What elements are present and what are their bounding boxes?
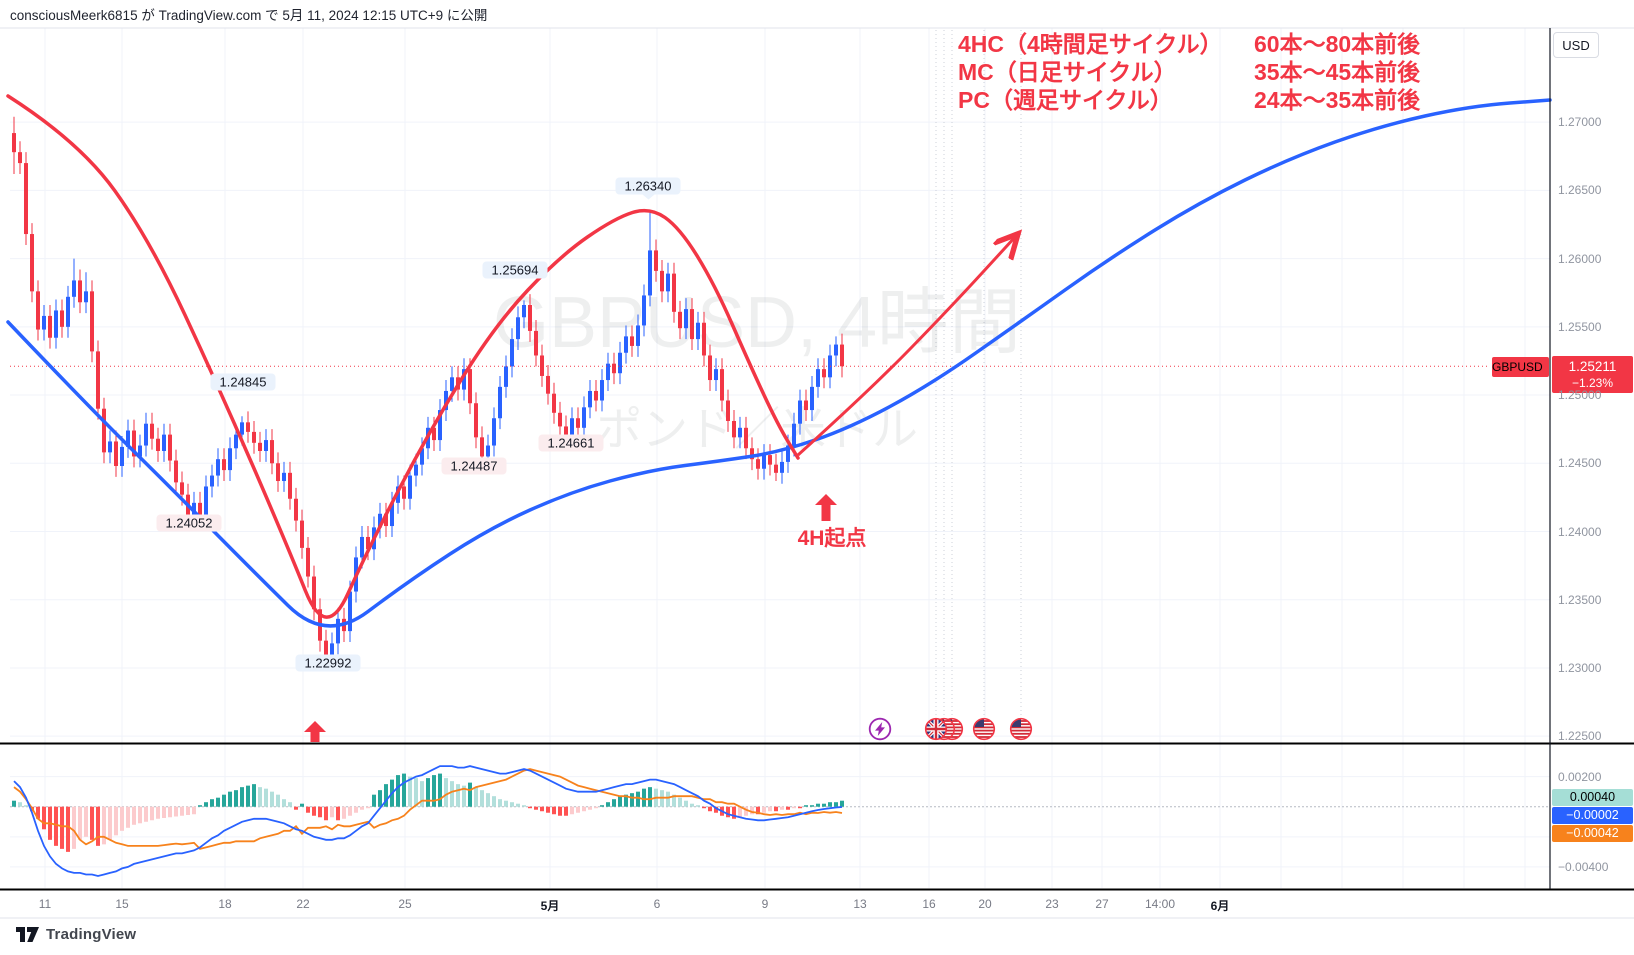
- currency-usd-button[interactable]: USD: [1553, 32, 1599, 58]
- macd-signal-value-badge: −0.00042: [1552, 825, 1633, 842]
- cycle-legend-row: MC（日足サイクル） 35本〜45本前後: [958, 58, 1420, 86]
- time-axis-label: 27: [1095, 897, 1109, 911]
- cycle-origin-label[interactable]: 4H起点: [797, 527, 867, 550]
- cycle-legend: 4HC（4時間足サイクル） 60本〜80本前後 MC（日足サイクル） 35本〜45本前…: [958, 30, 1420, 114]
- price-flag-label[interactable]: 1.22992: [295, 654, 361, 672]
- currency-usd-label: USD: [1562, 37, 1590, 53]
- flag-pointer-icon: [642, 194, 654, 200]
- price-axis-label: 1.23000: [1558, 661, 1602, 675]
- price-flag-label[interactable]: 1.26340: [615, 177, 681, 200]
- macd-main-line: [13, 765, 843, 877]
- publish-info: consciousMeerk6815 が TradingView.com で 5…: [10, 8, 488, 23]
- time-axis-label: 6: [653, 897, 661, 911]
- cycle-curves: [6, 94, 1552, 628]
- candlestick-series: [12, 116, 844, 670]
- time-axis-label: 14:00: [1144, 897, 1176, 911]
- cycle-name: PC（週足サイクル）: [958, 87, 1173, 113]
- time-axis-label: 25: [398, 897, 412, 911]
- time-axis-label: 13: [853, 897, 867, 911]
- time-axis-label: 20: [978, 897, 992, 911]
- last-price-change: −1.23%: [1571, 376, 1614, 390]
- cycle-bar-range: 24本〜35本前後: [1254, 87, 1421, 113]
- price-flag-label[interactable]: 1.24845: [210, 373, 276, 391]
- macd-indicator: [10, 765, 1550, 877]
- price-flag-label[interactable]: 1.25694: [482, 261, 548, 279]
- svg-text:GBPUSD, 4時間: GBPUSD, 4時間: [493, 283, 1021, 363]
- short-cycle-red-curve: [6, 94, 800, 619]
- lightning-event-icon[interactable]: [868, 717, 892, 741]
- cycle-bar-range: 60本〜80本前後: [1254, 31, 1421, 57]
- us-flag-event-icon[interactable]: [972, 717, 996, 741]
- cycle-legend-row: 4HC（4時間足サイクル） 60本〜80本前後: [958, 30, 1420, 58]
- price-axis-label: 1.27000: [1558, 115, 1602, 129]
- price-axis-label: 1.25000: [1558, 388, 1602, 402]
- last-price-badge: 1.25211 −1.23%: [1552, 356, 1633, 393]
- cycle-bottom-up-arrow-icon: [304, 721, 326, 742]
- us-flag-event-icon[interactable]: [1009, 717, 1033, 741]
- cycle-legend-row: PC（週足サイクル） 24本〜35本前後: [958, 86, 1420, 114]
- svg-text:ポンド／米ドル: ポンド／米ドル: [596, 403, 918, 455]
- price-axis-label: 1.25500: [1558, 320, 1602, 334]
- pane-borders: [0, 27, 1634, 919]
- price-axis-label: 1.23500: [1558, 593, 1602, 607]
- long-cycle-blue-curve: [6, 98, 1552, 628]
- macd-axis-label: 0.00200: [1558, 770, 1602, 784]
- time-axis-label: 23: [1045, 897, 1059, 911]
- annotation-arrows: [304, 494, 837, 742]
- time-axis-label: 9: [761, 897, 769, 911]
- gb-flag-event-icon[interactable]: [924, 717, 948, 741]
- macd-histogram: [12, 773, 844, 852]
- price-flag-label[interactable]: 1.24052: [156, 514, 222, 532]
- last-price-value: 1.25211: [1568, 359, 1617, 374]
- economic-event-icons: [868, 717, 1033, 741]
- tradingview-brand-label: TradingView: [46, 926, 137, 943]
- price-axis-label: 1.24500: [1558, 456, 1602, 470]
- time-axis-label: 16: [922, 897, 936, 911]
- time-axis-label: 11: [38, 897, 52, 911]
- macd-axis-label: −0.00400: [1558, 860, 1609, 874]
- price-axis-label: 1.24000: [1558, 525, 1602, 539]
- gridlines: [10, 28, 1550, 888]
- time-axis-label: 15: [115, 897, 129, 911]
- macd-line-value-badge: −0.00002: [1552, 807, 1633, 824]
- macd-hist-value-badge: 0.00040: [1552, 789, 1633, 806]
- price-flag-label[interactable]: 1.24661: [538, 434, 604, 452]
- cycle-bar-range: 35本〜45本前後: [1254, 59, 1421, 85]
- projected-trend-arrow: [796, 236, 1016, 457]
- tradingview-footer[interactable]: TradingView: [16, 926, 136, 943]
- price-axis-label: 1.22500: [1558, 729, 1602, 743]
- time-axis-label: 6月: [1210, 899, 1230, 913]
- time-axis-label: 18: [218, 897, 232, 911]
- origin-up-arrow-icon: [815, 494, 837, 521]
- cycle-name: MC（日足サイクル）: [958, 59, 1177, 85]
- tradingview-logo-icon: [16, 927, 39, 942]
- macd-signal-line: [13, 768, 843, 850]
- time-axis-label: 5月: [540, 899, 560, 913]
- price-flag-label[interactable]: 1.24487: [441, 457, 507, 475]
- price-axis-label: 1.26500: [1558, 183, 1602, 197]
- price-axis-label: 1.26000: [1558, 252, 1602, 266]
- cycle-name: 4HC（4時間足サイクル）: [958, 31, 1223, 57]
- symbol-price-label: GBPUSD: [1492, 357, 1549, 377]
- time-axis-label: 22: [296, 897, 310, 911]
